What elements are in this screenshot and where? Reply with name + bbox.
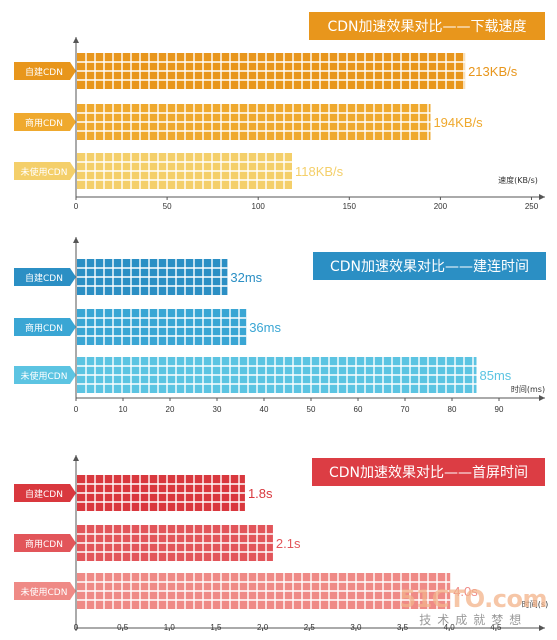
chart-title: CDN加速效果对比——下载速度 [327, 19, 526, 35]
category-tag [14, 484, 76, 502]
x-tick-label: 3.5 [397, 623, 409, 632]
category-tag [14, 113, 76, 131]
x-tick-label: 0 [74, 202, 79, 211]
x-tick-label: 2.0 [257, 623, 269, 632]
value-label: 1.8s [248, 486, 273, 501]
x-tick-label: 3.0 [350, 623, 362, 632]
x-axis-label: 时间(ms) [511, 384, 545, 394]
x-axis-arrow [539, 625, 545, 631]
chart-1: CDN加速效果对比——下载速度 0 50 100 150 200 250 速度(KB/s) 自建… [14, 12, 545, 211]
value-label: 85ms [480, 368, 512, 383]
value-label: 36ms [249, 320, 281, 335]
category-label: 商用CDN [25, 538, 63, 550]
y-axis-arrow [73, 455, 79, 461]
category-tag [14, 268, 76, 286]
x-tick-label: 50 [307, 405, 316, 414]
bar-group: 未使用CDN 85ms [14, 357, 512, 393]
y-axis-arrow [73, 37, 79, 43]
category-label: 未使用CDN [21, 370, 68, 382]
x-tick-label: 30 [213, 405, 222, 414]
chart-title: CDN加速效果对比——首屏时间 [329, 465, 528, 481]
y-axis-arrow [73, 237, 79, 243]
value-label: 4.0s [453, 584, 478, 599]
x-tick-label: 0 [74, 405, 79, 414]
x-axis-label: 时间(s) [522, 599, 548, 609]
category-tag [14, 162, 76, 180]
x-tick-label: 150 [343, 202, 357, 211]
watermark: 51CTO.com 技术成就梦想 [399, 585, 547, 628]
chart-3: CDN加速效果对比——首屏时间 0 0.5 1.0 1.5 2.0 2.5 3.0 3.5 4.0… [14, 455, 548, 632]
bar-group: 自建CDN 213KB/s [14, 53, 518, 89]
x-tick-label: 20 [166, 405, 175, 414]
category-label: 未使用CDN [21, 166, 68, 178]
x-tick-label: 4.5 [490, 623, 502, 632]
value-label: 118KB/s [295, 164, 344, 179]
value-label: 213KB/s [468, 64, 518, 79]
x-tick-label: 2.5 [304, 623, 316, 632]
watermark-slogan: 技术成就梦想 [419, 613, 528, 627]
x-tick-label: 40 [260, 405, 269, 414]
bar-group: 商用CDN 2.1s [14, 525, 301, 561]
chart-2: CDN加速效果对比——建连时间 0 10 20 30 40 50 60 70 80 90 时间(ms)… [14, 237, 546, 414]
category-label: 自建CDN [25, 66, 63, 78]
chart-title: CDN加速效果对比——建连时间 [330, 259, 529, 275]
x-tick-label: 10 [119, 405, 128, 414]
x-axis-arrow [539, 395, 545, 401]
category-label: 未使用CDN [21, 586, 68, 598]
x-tick-label: 0.5 [117, 623, 129, 632]
category-tag [14, 62, 76, 80]
x-tick-label: 4.0 [444, 623, 456, 632]
chart-title-box [313, 252, 546, 280]
x-tick-label: 70 [401, 405, 410, 414]
category-tag [14, 366, 76, 384]
x-tick-label: 1.5 [210, 623, 222, 632]
category-label: 自建CDN [25, 272, 63, 284]
x-tick-label: 50 [163, 202, 172, 211]
bar-group: 自建CDN 1.8s [14, 475, 273, 511]
category-tag [14, 582, 76, 600]
value-label: 32ms [230, 270, 262, 285]
category-tag [14, 318, 76, 336]
x-tick-label: 0 [74, 623, 79, 632]
bar-group: 商用CDN 194KB/s [14, 104, 483, 140]
value-label: 194KB/s [433, 115, 483, 130]
x-tick-label: 80 [448, 405, 457, 414]
watermark-logo: 51CTO.com [399, 585, 547, 613]
x-tick-label: 200 [434, 202, 448, 211]
x-tick-label: 100 [252, 202, 266, 211]
chart-title-box [312, 458, 545, 486]
x-tick-label: 250 [525, 202, 539, 211]
x-tick-label: 60 [354, 405, 363, 414]
category-label: 商用CDN [25, 322, 63, 334]
value-label: 2.1s [276, 536, 301, 551]
category-label: 商用CDN [25, 117, 63, 129]
bar-group: 未使用CDN 118KB/s [14, 153, 344, 189]
category-label: 自建CDN [25, 488, 63, 500]
bar-group: 自建CDN 32ms [14, 259, 263, 295]
x-axis-arrow [539, 194, 545, 200]
chart-title-box [309, 12, 545, 40]
bar-group: 商用CDN 36ms [14, 309, 281, 345]
x-axis-label: 速度(KB/s) [498, 175, 538, 185]
bar-group: 未使用CDN 4.0s [14, 573, 478, 609]
category-tag [14, 534, 76, 552]
x-tick-label: 1.0 [164, 623, 176, 632]
x-tick-label: 90 [495, 405, 504, 414]
